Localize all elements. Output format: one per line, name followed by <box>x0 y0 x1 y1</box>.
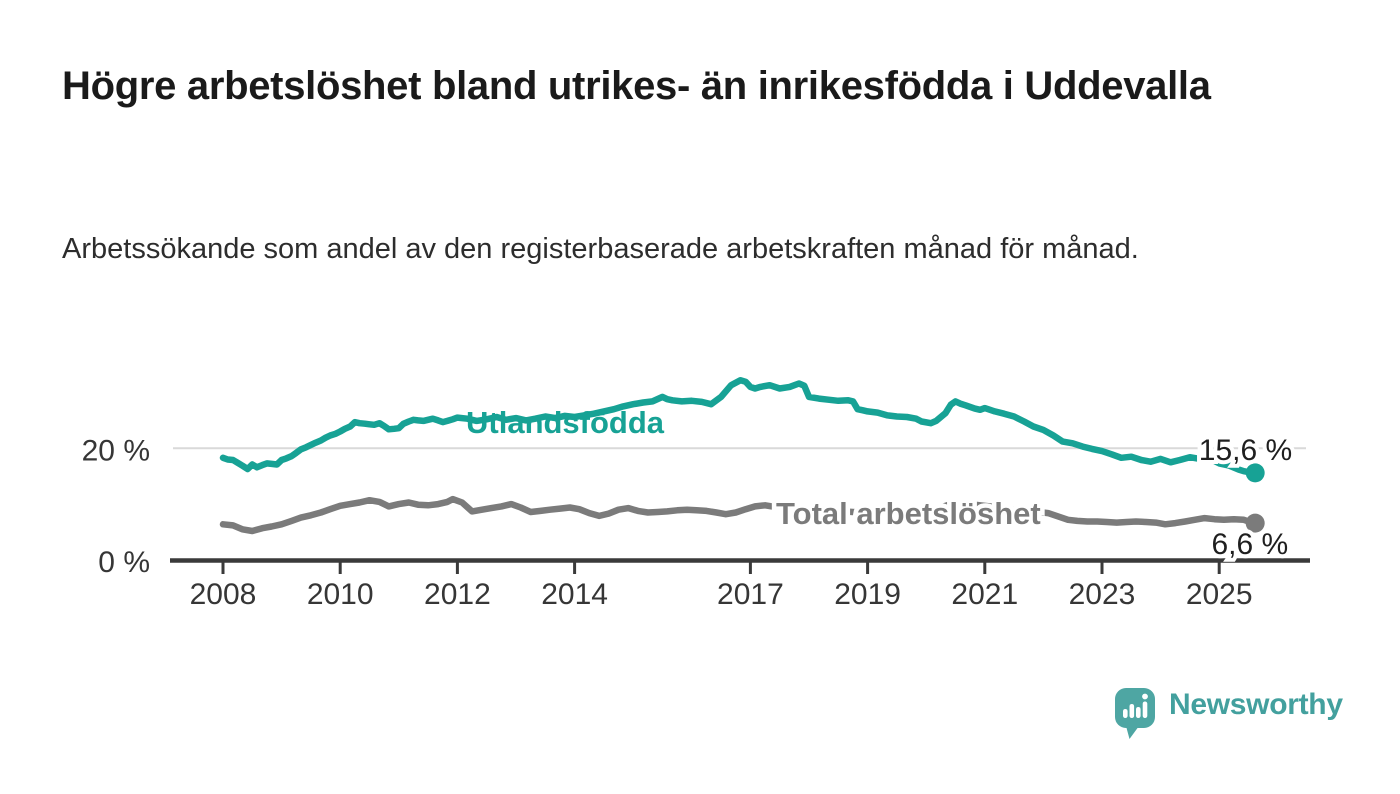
chart-subtitle: Arbetssökande som andel av den registerb… <box>62 233 1139 265</box>
end-value-label-utlandsfodda: 15,6 % <box>1199 434 1292 467</box>
series-line-total <box>219 495 1257 535</box>
x-tick-label-2025: 2025 <box>1186 578 1253 611</box>
series-end-dot-utlandsfodda <box>1245 463 1265 483</box>
chart-title: Högre arbetslöshet bland utrikes- än inr… <box>62 64 1211 108</box>
series-label-utlandsfodda: Utlandsfödda <box>466 405 665 440</box>
y-axis-label-20: 20 % <box>82 434 150 467</box>
x-tick-label-2014: 2014 <box>541 578 608 611</box>
series-label-total: Total arbetslöshet <box>776 496 1041 531</box>
x-tick-label-2021: 2021 <box>951 578 1018 611</box>
unemployment-line-chart: 20 % 0 % 2008 2010 2012 2014 2017 2019 2021 2023 2… <box>82 376 1310 611</box>
x-tick-label-2012: 2012 <box>424 578 491 611</box>
brand-name: Newsworthy <box>1169 688 1343 721</box>
x-tick-label-2017: 2017 <box>717 578 784 611</box>
series-line-utlandsfodda <box>219 376 1257 477</box>
bar-chart-speech-bubble-icon <box>1115 688 1155 739</box>
y-axis-label-0: 0 % <box>98 546 150 579</box>
x-tick-label-2008: 2008 <box>190 578 257 611</box>
end-value-label-total: 6,6 % <box>1211 528 1288 561</box>
series-end-dot-total <box>1245 513 1265 533</box>
x-tick-label-2023: 2023 <box>1069 578 1136 611</box>
x-tick-label-2010: 2010 <box>307 578 374 611</box>
newsworthy-brand-link[interactable]: Newsworthy <box>1114 686 1343 740</box>
x-tick-label-2019: 2019 <box>834 578 901 611</box>
